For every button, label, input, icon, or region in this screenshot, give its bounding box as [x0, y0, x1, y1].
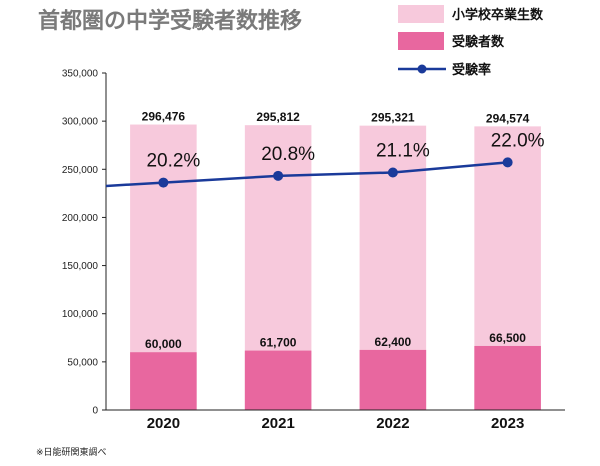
graduates-bar-label: 296,476	[142, 110, 186, 124]
legend-swatch-graduates	[398, 5, 444, 23]
y-tick-label: 300,000	[62, 117, 99, 128]
source-note: ※日能研関東調べ	[36, 446, 107, 458]
y-tick-label: 200,000	[62, 213, 99, 224]
x-tick-label: 2023	[491, 415, 524, 432]
examinee-bar	[474, 345, 541, 410]
x-tick-label: 2021	[261, 415, 294, 432]
rate-label: 20.8%	[261, 144, 315, 165]
rate-label: 21.1%	[376, 140, 430, 161]
rate-line-series	[105, 157, 513, 188]
legend-swatch-rate-dot	[417, 64, 427, 74]
y-tick-label: 0	[92, 406, 98, 417]
y-tick-label: 100,000	[62, 309, 99, 320]
rate-point	[502, 157, 513, 168]
rate-point	[158, 177, 169, 188]
examinee-bars	[130, 345, 541, 410]
y-tick-label: 250,000	[62, 165, 99, 176]
legend: 小学校卒業生数 受験者数 受験率	[398, 5, 544, 78]
examinee-bar-label: 61,700	[260, 336, 297, 350]
examinee-bar	[359, 349, 427, 410]
x-tick-label: 2020	[147, 415, 180, 432]
x-tick-label: 2022	[376, 415, 409, 432]
y-tick-label: 150,000	[62, 261, 99, 272]
bar-value-labels: 296,476 60,000 295,812 61,700 295,321 62,400 2…	[142, 110, 545, 352]
chart-title: 首都圏の中学受験者数推移	[38, 8, 302, 34]
x-axis-ticks: 2020 2021 2022 2023	[147, 415, 525, 432]
legend-swatch-examinees	[398, 32, 444, 50]
legend-label-rate: 受験率	[452, 62, 491, 78]
rate-label: 22.0%	[491, 130, 545, 151]
y-tick-label: 350,000	[62, 69, 99, 80]
rate-label: 20.2%	[146, 151, 200, 172]
examinee-bar	[244, 350, 312, 410]
examinee-bar-label: 66,500	[489, 331, 526, 345]
graduates-bar-label: 294,574	[486, 111, 530, 125]
examinee-bar-label: 60,000	[145, 337, 182, 351]
graduates-bar-label: 295,321	[371, 111, 415, 125]
examinee-bar-label: 62,400	[375, 335, 412, 349]
y-tick-label: 50,000	[67, 357, 98, 368]
y-axis-ticks: 0 50,000 100,000 150,000 200,000 250,000 300,0…	[62, 69, 106, 417]
rate-point	[387, 167, 398, 178]
legend-label-examinees: 受験者数	[452, 34, 505, 50]
legend-label-graduates: 小学校卒業生数	[452, 7, 544, 23]
rate-point	[273, 170, 284, 181]
graduates-bar-label: 295,812	[256, 110, 300, 124]
examinee-bar	[130, 352, 197, 410]
